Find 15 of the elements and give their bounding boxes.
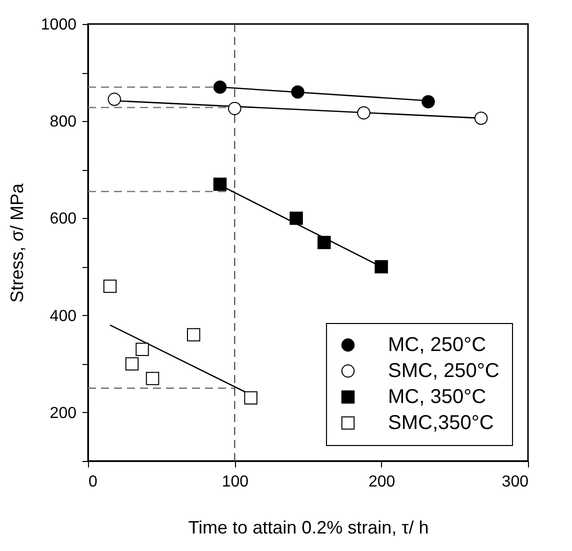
legend-label: MC, 350°C bbox=[388, 386, 486, 408]
x-axis-title: Time to attain 0.2% strain, τ/ h bbox=[188, 518, 429, 538]
x-tick-label: 200 bbox=[368, 474, 396, 490]
y-tick-label: 1000 bbox=[40, 16, 77, 34]
x-tick-label: 300 bbox=[502, 474, 529, 490]
y-tick-label: 600 bbox=[50, 210, 77, 228]
y-axis-title: Stress, σ/ MPa bbox=[6, 182, 27, 303]
legend-label: SMC, 250°C bbox=[388, 360, 500, 382]
x-tick-label: 0 bbox=[88, 474, 98, 490]
y-tick-label: 200 bbox=[50, 404, 77, 422]
legend-label: MC, 250°C bbox=[388, 334, 486, 356]
legend-label: SMC,350°C bbox=[388, 412, 494, 434]
x-tick-label: 100 bbox=[222, 474, 249, 490]
y-tick-label: 800 bbox=[50, 114, 77, 131]
y-tick-label: 400 bbox=[50, 308, 77, 325]
